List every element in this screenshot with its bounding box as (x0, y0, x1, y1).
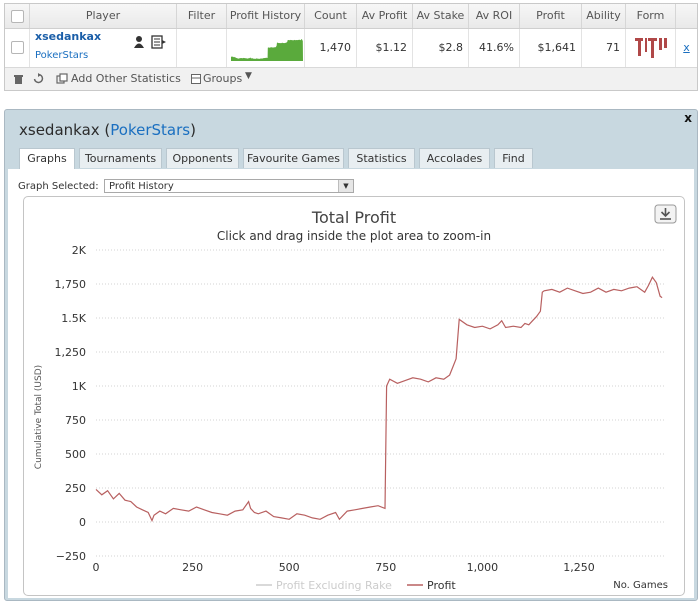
x-tick-label: 0 (93, 561, 100, 574)
header-form[interactable]: Form (626, 4, 676, 28)
y-tick-label: 1,750 (55, 278, 87, 291)
series-profit-line[interactable] (95, 276, 663, 523)
header-filter[interactable]: Filter (177, 4, 227, 28)
player-site-link[interactable]: PokerStars (35, 50, 89, 61)
chart-x-ticks: 0 250 500 750 1,000 1,250 (93, 561, 595, 574)
chart-y-ticks: −250 0 250 500 750 1K 1,250 1.5K 1,750 2K (55, 244, 87, 563)
header-profit-history[interactable]: Profit History (227, 4, 305, 28)
player-stats-table: Player Filter Profit History Count Av Pr… (4, 3, 698, 91)
count-value: 1,470 (305, 29, 357, 67)
export-chart-button[interactable] (654, 204, 677, 224)
row-checkbox[interactable] (11, 41, 24, 54)
y-tick-label: 1,250 (55, 346, 87, 359)
refresh-icon[interactable] (33, 73, 44, 85)
panel-site-link[interactable]: PokerStars (110, 121, 191, 139)
x-tick-label: 1,250 (563, 561, 595, 574)
player-notes-icon[interactable] (151, 34, 167, 49)
legend-profit-excluding-rake[interactable]: Profit Excluding Rake (276, 579, 392, 592)
y-tick-label: 500 (65, 448, 86, 461)
tab-find[interactable]: Find (494, 148, 533, 168)
tab-tournaments[interactable]: Tournaments (79, 148, 162, 168)
filter-cell[interactable] (177, 29, 227, 67)
groups-icon (191, 74, 201, 84)
header-av-roi[interactable]: Av ROI (469, 4, 520, 28)
player-profile-icon[interactable] (133, 35, 145, 49)
x-tick-label: 750 (375, 561, 396, 574)
add-other-statistics-button[interactable]: Add Other Statistics (71, 72, 181, 85)
player-panel: xsedankax (PokerStars) x Graphs Tourname… (4, 109, 698, 601)
row-select-cell (5, 29, 30, 67)
y-tick-label: 1.5K (61, 312, 86, 325)
y-tick-label: 1K (72, 380, 87, 393)
chart-y-axis-label: Cumulative Total (USD) (34, 365, 44, 469)
av-roi-value: 41.6% (469, 29, 520, 67)
x-tick-label: 1,000 (467, 561, 499, 574)
y-tick-label: 2K (72, 244, 87, 257)
graph-select-dropdown[interactable]: Profit History ▼ (104, 179, 354, 193)
x-tick-label: 500 (279, 561, 300, 574)
profit-sparkline (231, 39, 303, 61)
add-statistics-icon[interactable] (56, 73, 68, 85)
header-ability[interactable]: Ability (582, 4, 626, 28)
remove-link-text[interactable]: x (683, 41, 690, 54)
y-tick-label: 250 (65, 482, 86, 495)
player-cell (30, 29, 177, 67)
header-av-profit[interactable]: Av Profit (357, 4, 413, 28)
groups-dropdown[interactable]: Groups (203, 72, 243, 85)
select-all-checkbox[interactable] (11, 10, 24, 23)
download-icon (660, 208, 671, 218)
chevron-down-icon[interactable]: ▼ (338, 180, 353, 192)
panel-title: xsedankax (PokerStars) (19, 121, 196, 139)
y-tick-label: 0 (79, 516, 86, 529)
chart-legend[interactable]: Profit Excluding Rake Profit (256, 579, 456, 592)
header-profit[interactable]: Profit (520, 4, 582, 28)
remove-player-link[interactable]: x (676, 29, 697, 67)
ability-value: 71 (582, 29, 626, 67)
legend-profit[interactable]: Profit (427, 579, 456, 592)
av-profit-value: $1.12 (357, 29, 413, 67)
panel-player-name: xsedankax (19, 121, 100, 139)
close-panel-button[interactable]: x (684, 111, 692, 125)
table-row: 1,470 $1.12 $2.8 41.6% $1,641 71 x (5, 29, 697, 68)
profit-history-cell (227, 29, 305, 67)
tab-statistics[interactable]: Statistics (348, 148, 415, 168)
header-av-stake[interactable]: Av Stake (413, 4, 469, 28)
chart-x-axis-label: No. Games (613, 580, 668, 591)
tab-opponents[interactable]: Opponents (166, 148, 239, 168)
tab-accolades[interactable]: Accolades (419, 148, 490, 168)
form-cell (626, 29, 676, 67)
header-player[interactable]: Player (30, 4, 177, 28)
tab-graphs[interactable]: Graphs (19, 148, 75, 170)
y-tick-label: 750 (65, 414, 86, 427)
profit-chart[interactable]: Total Profit Click and drag inside the p… (23, 196, 685, 596)
table-header: Player Filter Profit History Count Av Pr… (5, 4, 697, 29)
chevron-down-icon[interactable]: ▼ (245, 71, 252, 81)
profit-chart-svg[interactable]: Total Profit Click and drag inside the p… (24, 197, 684, 595)
trash-icon[interactable] (13, 73, 24, 85)
graphs-tab-content: Graph Selected: Profit History ▼ Total P… (8, 169, 694, 598)
header-count[interactable]: Count (305, 4, 357, 28)
chart-subtitle: Click and drag inside the plot area to z… (217, 229, 491, 243)
av-stake-value: $2.8 (413, 29, 469, 67)
tab-favourite-games[interactable]: Favourite Games (243, 148, 344, 168)
header-remove (676, 4, 697, 28)
header-select-cell (5, 4, 30, 28)
chart-title: Total Profit (311, 208, 396, 227)
x-tick-label: 250 (182, 561, 203, 574)
player-name-link[interactable]: xsedankax (35, 30, 102, 43)
profit-value: $1,641 (520, 29, 582, 67)
graph-selected-label: Graph Selected: (18, 181, 99, 192)
table-toolbar: Add Other Statistics Groups ▼ (5, 68, 697, 90)
form-bars-icon (635, 38, 667, 58)
y-tick-label: −250 (56, 550, 86, 563)
graph-select-value: Profit History (109, 181, 174, 192)
